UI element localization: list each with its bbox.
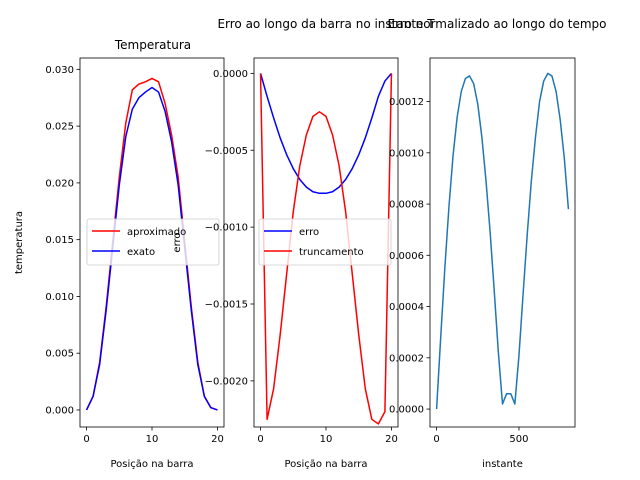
legend-label-erro: erro	[299, 227, 319, 238]
y-tick-label: 0.020	[45, 178, 74, 189]
x-tick-label: 500	[509, 434, 528, 445]
series-group-3	[435, 72, 570, 410]
legend-label-aproximado: aproximado	[127, 227, 186, 238]
y-axis-label: temperatura	[14, 211, 25, 274]
x-tick-label: 20	[385, 434, 398, 445]
y-tick-label: 0.0010	[389, 148, 424, 159]
legend-label-exato: exato	[127, 247, 155, 258]
y-tick-label: 0.025	[45, 122, 74, 133]
legend: aproximado exato	[86, 218, 220, 266]
x-tick-label: 0	[257, 434, 263, 445]
y-tick-label: 0.0002	[389, 353, 424, 364]
y-tick-label: 0.005	[45, 349, 74, 360]
panel-3: 0 500 0.0000 0.0002 0.0004 0.0006 0.0008 0.0010…	[387, 17, 606, 470]
series-line-exato	[85, 86, 218, 411]
y-tick-label: 0.000	[45, 405, 74, 416]
y-tick-label: 0.030	[45, 65, 74, 76]
y-tick-label: 0.0000	[389, 405, 424, 416]
chart-title: Erro ao longo da barra no instante T	[217, 17, 435, 31]
y-tick-label: −0.0010	[205, 223, 248, 234]
x-axis-label: Posição na barra	[111, 459, 194, 470]
legend-box	[86, 218, 220, 266]
x-axis-label: Posição na barra	[285, 459, 368, 470]
x-axis-label: instante	[482, 459, 523, 470]
legend-box	[258, 218, 392, 266]
series-line-erro	[259, 72, 393, 195]
series-line-curve	[435, 72, 570, 410]
chart-title: Temperatura	[114, 38, 191, 52]
y-tick-label: 0.010	[45, 292, 74, 303]
y-tick-label: 0.0008	[389, 200, 424, 211]
legend: erro truncamento	[258, 218, 392, 266]
x-tick-label: 20	[211, 434, 224, 445]
legend-label-truncamento: truncamento	[299, 247, 364, 258]
x-tick-label: 10	[146, 434, 159, 445]
y-tick-label: 0.015	[45, 235, 74, 246]
series-group-1	[85, 77, 218, 411]
y-axis-label: erro	[172, 232, 183, 252]
y-tick-label: 0.0000	[213, 69, 248, 80]
series-group-2	[259, 72, 393, 425]
plot-frame	[429, 57, 576, 428]
x-tick-label: 0	[83, 434, 89, 445]
y-tick-label: −0.0020	[205, 376, 248, 387]
panel-1: 0 10 20 0.000 0.005 0.010 0.015 0.020 0.025 0.030…	[14, 38, 225, 470]
y-tick-label: 0.0006	[389, 251, 424, 262]
panel-2: 0 10 20 0.0000 −0.0005 −0.0010 −0.0015 −0.0020 E…	[172, 17, 435, 470]
y-tick-label: 0.0004	[389, 302, 424, 313]
x-tick-label: 0	[433, 434, 439, 445]
x-tick-label: 10	[320, 434, 333, 445]
series-line-truncamento	[259, 73, 393, 425]
y-tick-label: −0.0005	[205, 146, 248, 157]
chart-title: Erro normalizado ao longo do tempo	[387, 17, 606, 31]
y-tick-label: 0.0012	[389, 97, 424, 108]
y-tick-label: −0.0015	[205, 300, 248, 311]
